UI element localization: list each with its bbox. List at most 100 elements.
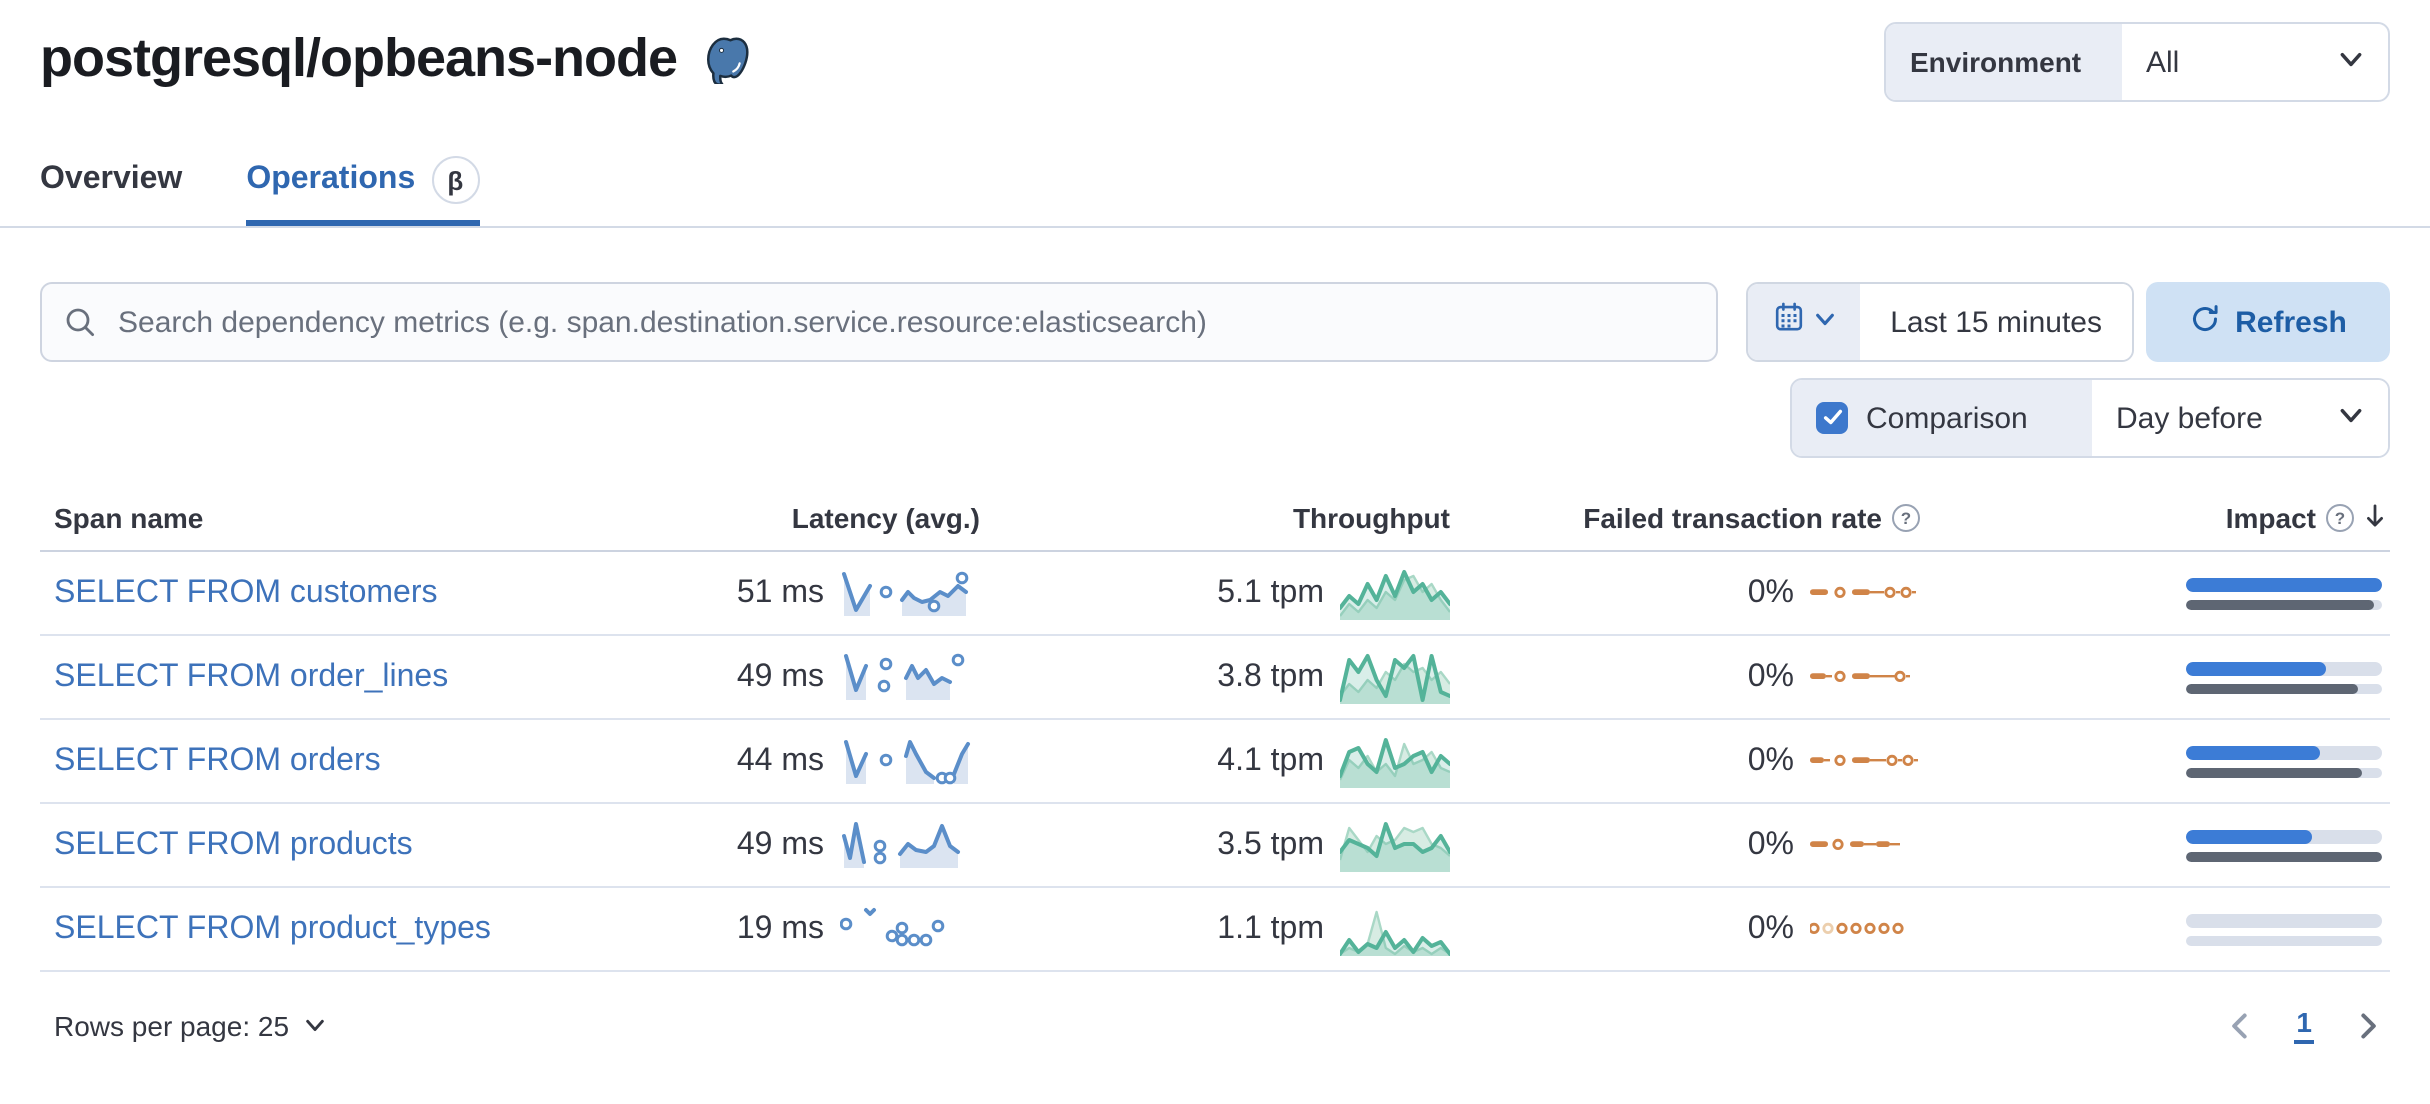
impact-bars [2186, 661, 2382, 693]
span-name-link[interactable]: SELECT FROM customers [54, 575, 438, 609]
failed-rate-sparkline [1810, 586, 1916, 598]
controls-row: Last 15 minutes Refresh [0, 282, 2430, 362]
chevron-left-icon[interactable] [2226, 1011, 2254, 1039]
table-row: SELECT FROM products 49 ms 3.5 tpm 0% [40, 804, 2390, 888]
comparison-select[interactable]: Day before [2092, 380, 2388, 456]
throughput-sparkline [1340, 737, 1450, 787]
calendar-quick-select-button[interactable] [1748, 284, 1861, 360]
span-name-link[interactable]: SELECT FROM order_lines [54, 659, 449, 693]
comparison-label: Comparison [1866, 401, 2028, 435]
table-footer: Rows per page: 25 1 [0, 1006, 2430, 1044]
comparison-row: Comparison Day before [0, 378, 2430, 458]
tab-bar: Overview Operations β [0, 156, 2430, 228]
throughput-sparkline [1340, 569, 1450, 619]
throughput-value: 5.1 tpm [1217, 575, 1324, 609]
latency-value: 49 ms [736, 659, 824, 693]
chevron-down-icon [303, 1009, 325, 1041]
comparison-value: Day before [2116, 401, 2263, 435]
operations-table: Span name Latency (avg.) Throughput Fail… [0, 486, 2430, 972]
latency-value: 19 ms [736, 911, 824, 945]
throughput-sparkline [1340, 653, 1450, 703]
failed-rate-sparkline [1810, 670, 1910, 682]
impact-bars [2186, 577, 2382, 609]
chevron-down-icon [2338, 401, 2364, 435]
latency-sparkline [844, 739, 970, 784]
latency-value: 51 ms [736, 575, 824, 609]
comparison-checkbox[interactable] [1816, 402, 1848, 434]
column-span-name[interactable]: Span name [54, 502, 204, 534]
failed-rate-value: 0% [1747, 911, 1794, 945]
failed-rate-value: 0% [1747, 827, 1794, 861]
table-row: SELECT FROM product_types 19 ms 1.1 tpm … [40, 888, 2390, 972]
latency-value: 44 ms [736, 743, 824, 777]
column-throughput[interactable]: Throughput [1292, 502, 1450, 534]
search-input[interactable] [40, 282, 1719, 362]
pagination: 1 [2226, 1006, 2382, 1044]
throughput-value: 3.8 tpm [1217, 659, 1324, 693]
refresh-button[interactable]: Refresh [2146, 282, 2390, 362]
rows-per-page-label: Rows per page: 25 [54, 1009, 290, 1041]
throughput-sparkline [1340, 821, 1450, 871]
impact-bar-previous [2186, 683, 2359, 693]
failed-rate-value: 0% [1747, 575, 1794, 609]
page-number[interactable]: 1 [2294, 1006, 2314, 1044]
failed-rate-value: 0% [1747, 743, 1794, 777]
failed-rate-sparkline [1810, 838, 1900, 850]
beta-badge: β [431, 156, 480, 204]
span-name-link[interactable]: SELECT FROM product_types [54, 911, 491, 945]
impact-bar-current [2186, 829, 2312, 843]
tab-overview-label: Overview [40, 162, 183, 196]
question-icon [1892, 504, 1920, 532]
span-name-link[interactable]: SELECT FROM products [54, 827, 413, 861]
span-name-link[interactable]: SELECT FROM orders [54, 743, 381, 777]
impact-bars [2186, 829, 2382, 861]
search-icon [64, 306, 96, 348]
impact-bar-previous [2186, 599, 2375, 609]
column-latency[interactable]: Latency (avg.) [791, 502, 980, 534]
tab-overview[interactable]: Overview [40, 156, 182, 226]
header: postgresql/opbeans-node Environment All [0, 0, 2430, 102]
throughput-value: 4.1 tpm [1217, 743, 1324, 777]
failed-rate-sparkline [1810, 754, 1918, 766]
refresh-icon [2189, 303, 2219, 341]
table-body: SELECT FROM customers 51 ms 5.1 tpm 0% S… [40, 552, 2390, 972]
throughput-value: 1.1 tpm [1217, 911, 1324, 945]
chevron-down-icon [2338, 45, 2364, 79]
impact-bar-current [2186, 661, 2326, 675]
tab-operations-label: Operations [246, 162, 416, 196]
refresh-label: Refresh [2235, 305, 2347, 339]
environment-value: All [2146, 45, 2180, 79]
latency-sparkline [840, 907, 945, 946]
impact-bars [2186, 745, 2382, 777]
table-row: SELECT FROM customers 51 ms 5.1 tpm 0% [40, 552, 2390, 636]
chevron-right-icon[interactable] [2354, 1011, 2382, 1039]
throughput-sparkline [1340, 909, 1450, 955]
impact-bars [2186, 913, 2382, 945]
impact-bar-previous [2186, 851, 2382, 861]
rows-per-page-button[interactable]: Rows per page: 25 [54, 1009, 325, 1041]
impact-bar-previous [2186, 767, 2363, 777]
calendar-icon [1773, 302, 1803, 342]
table-header: Span name Latency (avg.) Throughput Fail… [40, 486, 2390, 552]
question-icon [2326, 504, 2354, 532]
failed-rate-sparkline [1810, 922, 1904, 934]
chevron-down-icon [1813, 304, 1835, 340]
check-icon [1821, 401, 1843, 435]
table-row: SELECT FROM order_lines 49 ms 3.8 tpm 0% [40, 636, 2390, 720]
latency-value: 49 ms [736, 827, 824, 861]
column-impact[interactable]: Impact [1920, 501, 2390, 535]
throughput-value: 3.5 tpm [1217, 827, 1324, 861]
impact-bar-current [2186, 745, 2320, 759]
page-title: postgresql/opbeans-node [40, 28, 678, 88]
comparison-control: Comparison Day before [1790, 378, 2390, 458]
latency-sparkline [842, 821, 960, 867]
column-failed-rate[interactable]: Failed transaction rate [1450, 502, 1920, 534]
latency-sparkline [842, 570, 969, 615]
failed-rate-value: 0% [1747, 659, 1794, 693]
time-range-button[interactable]: Last 15 minutes [1860, 284, 2132, 360]
environment-select[interactable]: Environment All [1884, 22, 2390, 102]
tab-operations[interactable]: Operations β [246, 156, 480, 226]
latency-sparkline [844, 652, 965, 699]
postgresql-icon [701, 34, 751, 94]
